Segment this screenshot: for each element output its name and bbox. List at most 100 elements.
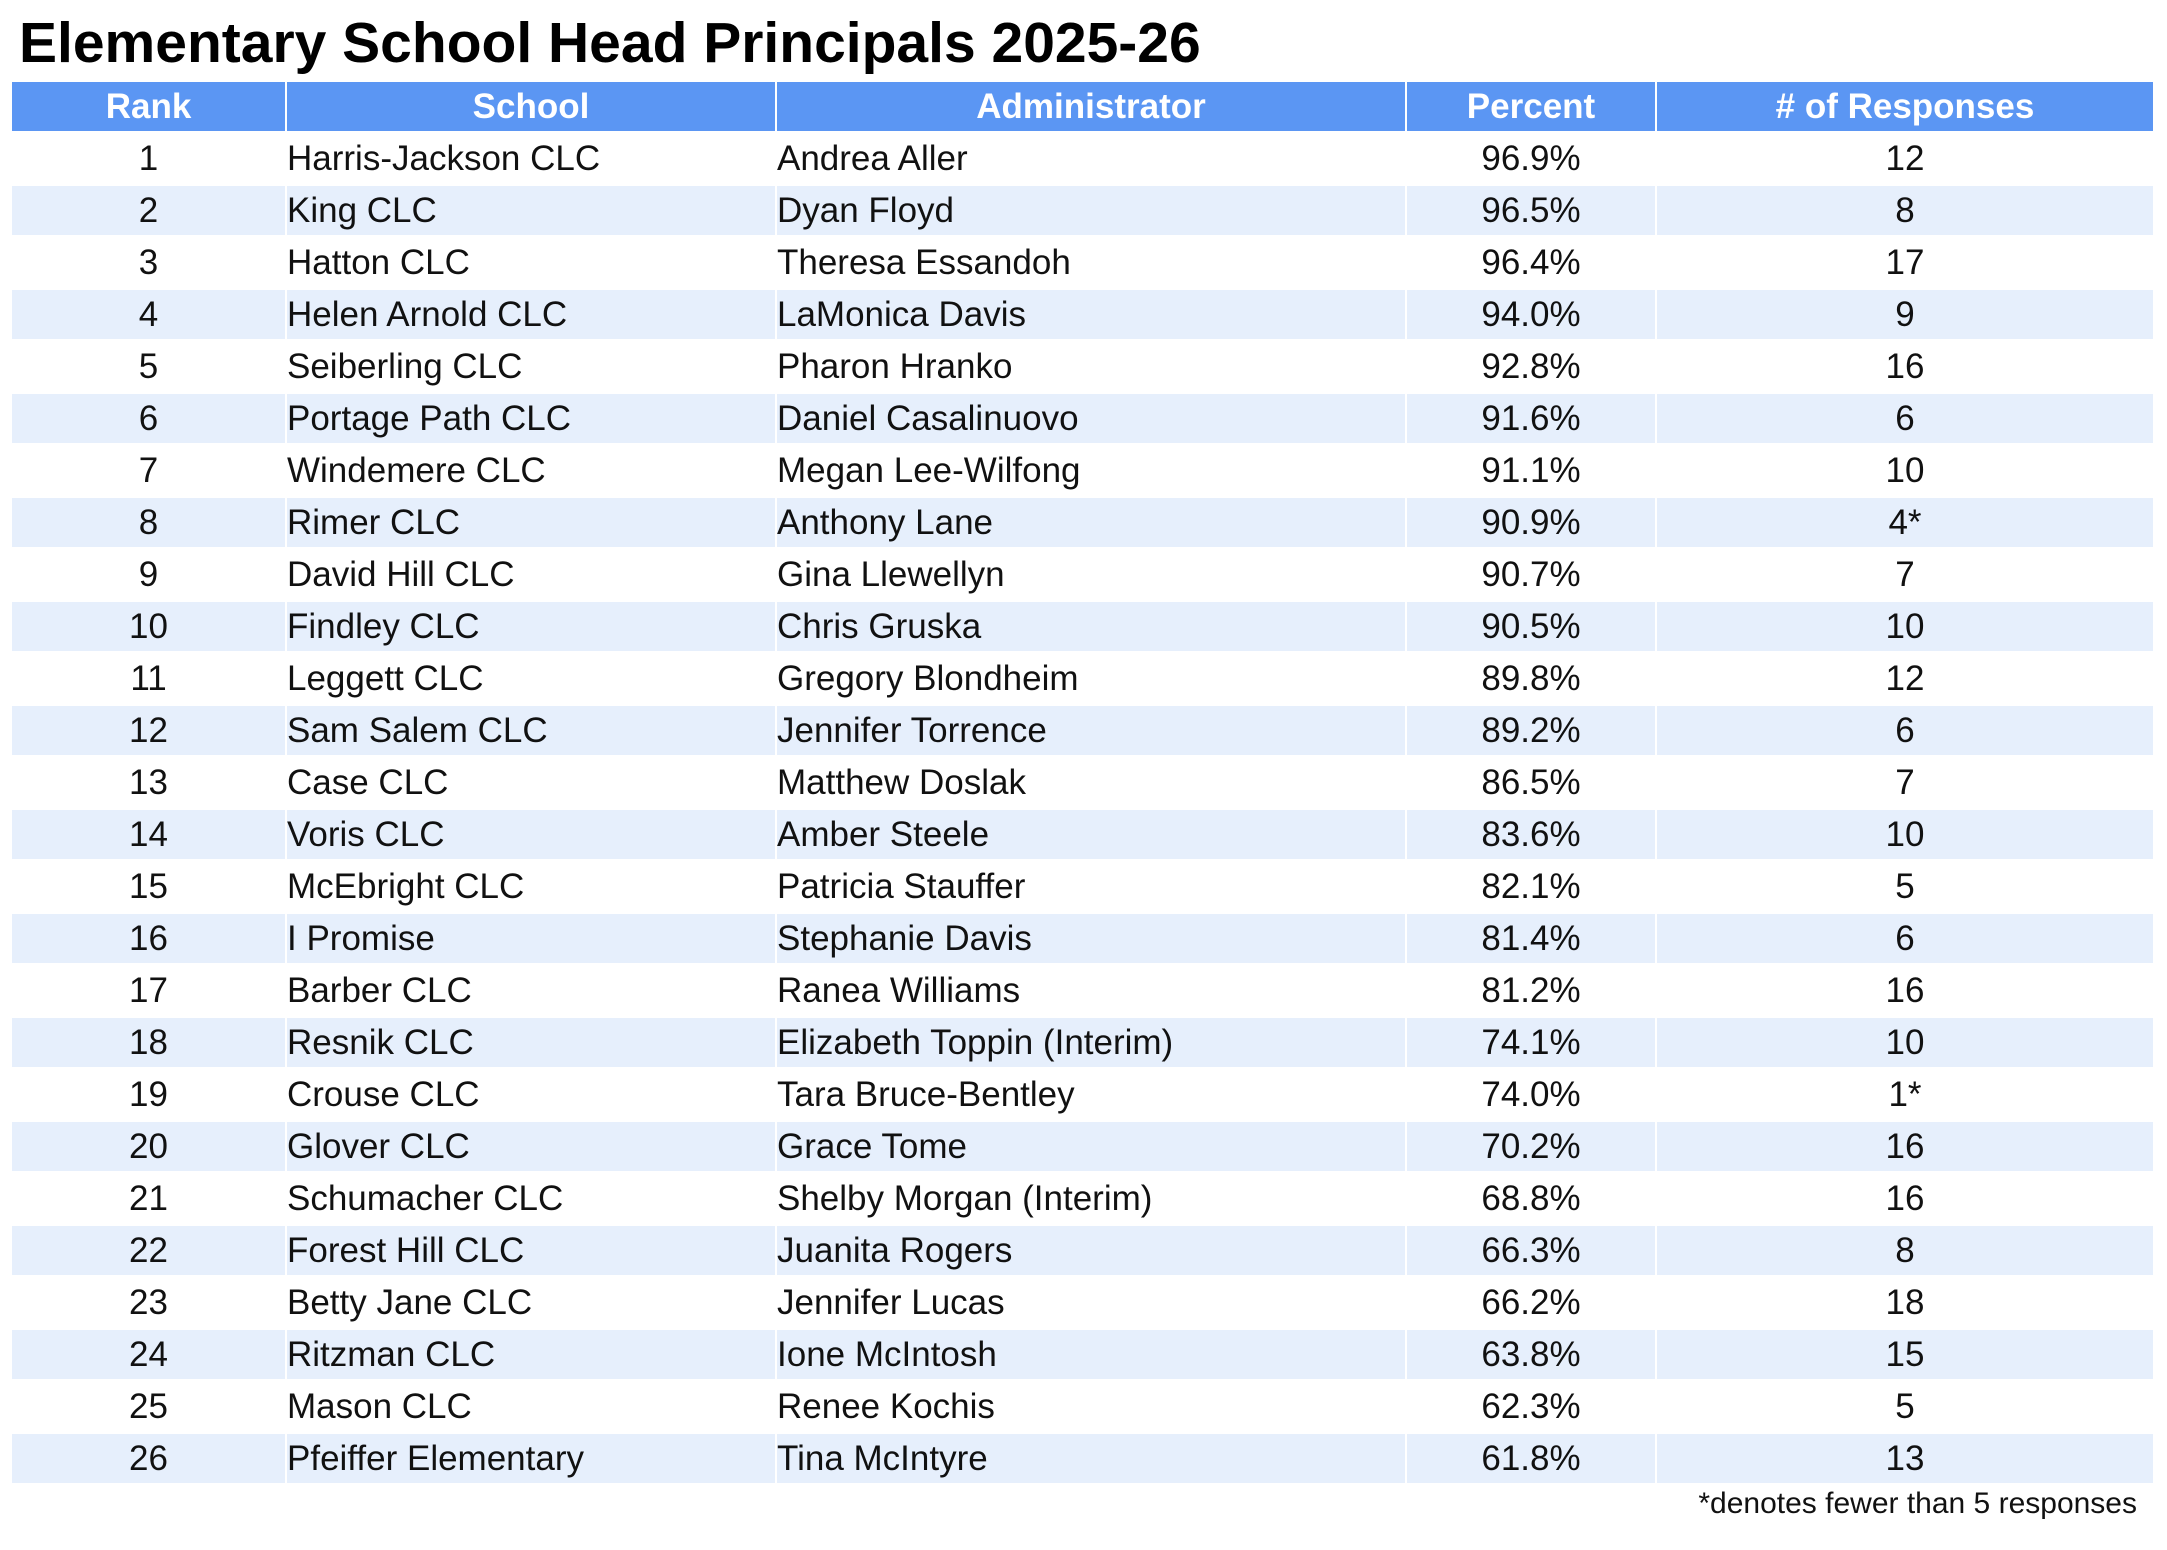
responses-cell: 18 <box>1657 1278 2153 1330</box>
rank-cell: 6 <box>12 394 287 446</box>
administrator-cell: Elizabeth Toppin (Interim) <box>777 1018 1407 1070</box>
responses-cell: 10 <box>1657 810 2153 862</box>
table-row: 17 Barber CLC Ranea Williams 81.2% 16 <box>12 966 2153 1018</box>
administrator-cell: Amber Steele <box>777 810 1407 862</box>
percent-cell: 82.1% <box>1407 862 1657 914</box>
rank-cell: 15 <box>12 862 287 914</box>
administrator-cell: Gina Llewellyn <box>777 550 1407 602</box>
rank-cell: 19 <box>12 1070 287 1122</box>
administrator-cell: Renee Kochis <box>777 1382 1407 1434</box>
rank-cell: 22 <box>12 1226 287 1278</box>
percent-cell: 90.9% <box>1407 498 1657 550</box>
administrator-cell: Jennifer Lucas <box>777 1278 1407 1330</box>
rank-cell: 12 <box>12 706 287 758</box>
school-cell: Schumacher CLC <box>287 1174 777 1226</box>
responses-cell: 5 <box>1657 1382 2153 1434</box>
rank-cell: 2 <box>12 186 287 238</box>
responses-cell: 16 <box>1657 1174 2153 1226</box>
table-row: 22 Forest Hill CLC Juanita Rogers 66.3% 8 <box>12 1226 2153 1278</box>
column-header-administrator: Administrator <box>777 82 1407 134</box>
administrator-cell: Anthony Lane <box>777 498 1407 550</box>
responses-cell: 16 <box>1657 1122 2153 1174</box>
rank-cell: 9 <box>12 550 287 602</box>
page-title: Elementary School Head Principals 2025-2… <box>19 11 1201 75</box>
school-cell: McEbright CLC <box>287 862 777 914</box>
school-cell: Findley CLC <box>287 602 777 654</box>
percent-cell: 63.8% <box>1407 1330 1657 1382</box>
table-row: 23 Betty Jane CLC Jennifer Lucas 66.2% 18 <box>12 1278 2153 1330</box>
percent-cell: 96.4% <box>1407 238 1657 290</box>
school-cell: Pfeiffer Elementary <box>287 1434 777 1486</box>
percent-cell: 83.6% <box>1407 810 1657 862</box>
percent-cell: 96.5% <box>1407 186 1657 238</box>
table-row: 15 McEbright CLC Patricia Stauffer 82.1% 5 <box>12 862 2153 914</box>
administrator-cell: Megan Lee-Wilfong <box>777 446 1407 498</box>
administrator-cell: Ranea Williams <box>777 966 1407 1018</box>
percent-cell: 61.8% <box>1407 1434 1657 1486</box>
percent-cell: 96.9% <box>1407 134 1657 186</box>
percent-cell: 68.8% <box>1407 1174 1657 1226</box>
administrator-cell: LaMonica Davis <box>777 290 1407 342</box>
table-row: 26 Pfeiffer Elementary Tina McIntyre 61.8% 1… <box>12 1434 2153 1486</box>
rank-cell: 8 <box>12 498 287 550</box>
school-cell: Voris CLC <box>287 810 777 862</box>
school-cell: Seiberling CLC <box>287 342 777 394</box>
table-row: 9 David Hill CLC Gina Llewellyn 90.7% 7 <box>12 550 2153 602</box>
administrator-cell: Ione McIntosh <box>777 1330 1407 1382</box>
school-cell: Mason CLC <box>287 1382 777 1434</box>
percent-cell: 70.2% <box>1407 1122 1657 1174</box>
table-row: 12 Sam Salem CLC Jennifer Torrence 89.2% 6 <box>12 706 2153 758</box>
rank-cell: 11 <box>12 654 287 706</box>
column-header-percent: Percent <box>1407 82 1657 134</box>
table-row: 7 Windemere CLC Megan Lee-Wilfong 91.1% 10 <box>12 446 2153 498</box>
table-header: Rank School Administrator Percent # of R… <box>12 82 2153 134</box>
percent-cell: 92.8% <box>1407 342 1657 394</box>
administrator-cell: Tina McIntyre <box>777 1434 1407 1486</box>
administrator-cell: Daniel Casalinuovo <box>777 394 1407 446</box>
rank-cell: 13 <box>12 758 287 810</box>
school-cell: Ritzman CLC <box>287 1330 777 1382</box>
rank-cell: 21 <box>12 1174 287 1226</box>
responses-cell: 5 <box>1657 862 2153 914</box>
percent-cell: 66.2% <box>1407 1278 1657 1330</box>
responses-cell: 7 <box>1657 758 2153 810</box>
table-row: 24 Ritzman CLC Ione McIntosh 63.8% 15 <box>12 1330 2153 1382</box>
table-row: 16 I Promise Stephanie Davis 81.4% 6 <box>12 914 2153 966</box>
rank-cell: 23 <box>12 1278 287 1330</box>
table-row: 20 Glover CLC Grace Tome 70.2% 16 <box>12 1122 2153 1174</box>
table-row: 2 King CLC Dyan Floyd 96.5% 8 <box>12 186 2153 238</box>
administrator-cell: Patricia Stauffer <box>777 862 1407 914</box>
responses-cell: 13 <box>1657 1434 2153 1486</box>
responses-cell: 7 <box>1657 550 2153 602</box>
rank-cell: 14 <box>12 810 287 862</box>
responses-cell: 12 <box>1657 134 2153 186</box>
responses-cell: 12 <box>1657 654 2153 706</box>
table-row: 8 Rimer CLC Anthony Lane 90.9% 4* <box>12 498 2153 550</box>
responses-cell: 4* <box>1657 498 2153 550</box>
table-row: 6 Portage Path CLC Daniel Casalinuovo 91.6%… <box>12 394 2153 446</box>
percent-cell: 74.0% <box>1407 1070 1657 1122</box>
percent-cell: 66.3% <box>1407 1226 1657 1278</box>
administrator-cell: Jennifer Torrence <box>777 706 1407 758</box>
rank-cell: 7 <box>12 446 287 498</box>
column-header-rank: Rank <box>12 82 287 134</box>
school-cell: I Promise <box>287 914 777 966</box>
table-row: 5 Seiberling CLC Pharon Hranko 92.8% 16 <box>12 342 2153 394</box>
responses-cell: 10 <box>1657 1018 2153 1070</box>
table-row: 11 Leggett CLC Gregory Blondheim 89.8% 12 <box>12 654 2153 706</box>
percent-cell: 91.6% <box>1407 394 1657 446</box>
footnote: *denotes fewer than 5 responses <box>1698 1487 2137 1520</box>
table-row: 14 Voris CLC Amber Steele 83.6% 10 <box>12 810 2153 862</box>
percent-cell: 81.4% <box>1407 914 1657 966</box>
rank-cell: 10 <box>12 602 287 654</box>
school-cell: Forest Hill CLC <box>287 1226 777 1278</box>
rank-cell: 3 <box>12 238 287 290</box>
percent-cell: 86.5% <box>1407 758 1657 810</box>
responses-cell: 15 <box>1657 1330 2153 1382</box>
school-cell: Hatton CLC <box>287 238 777 290</box>
responses-cell: 10 <box>1657 602 2153 654</box>
rank-cell: 18 <box>12 1018 287 1070</box>
responses-cell: 6 <box>1657 914 2153 966</box>
administrator-cell: Pharon Hranko <box>777 342 1407 394</box>
school-cell: Rimer CLC <box>287 498 777 550</box>
